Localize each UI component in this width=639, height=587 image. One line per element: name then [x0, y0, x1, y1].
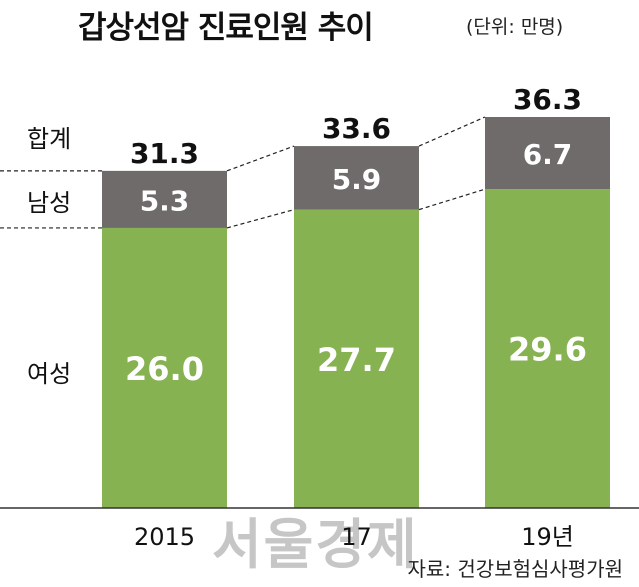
label-total-0: 31.3	[130, 137, 199, 170]
dash-connector-female-1	[418, 188, 486, 211]
x-tick-label-1: 17	[341, 523, 372, 551]
watermark: 서울경제	[212, 513, 419, 576]
label-female-0: 26.0	[125, 350, 204, 388]
label-male-0: 5.3	[140, 184, 190, 217]
x-tick-label-2: 19년	[521, 523, 574, 551]
source-note: 자료: 건강보험심사평가원	[407, 557, 624, 581]
bar-male-1	[294, 146, 419, 210]
bar-male-0	[102, 170, 227, 228]
label-female-2: 29.6	[508, 331, 587, 369]
label-male-2: 6.7	[523, 138, 573, 171]
row-label-male: 남성	[27, 189, 72, 217]
bar-female-2	[485, 189, 610, 509]
chart-title: 갑상선암 진료인원 추이	[78, 10, 374, 46]
x-tick-label-0: 2015	[134, 523, 195, 551]
dash-connector-total-1	[418, 116, 486, 147]
bar-female-1	[294, 209, 419, 508]
label-male-1: 5.9	[332, 163, 382, 196]
label-female-1: 27.7	[317, 341, 396, 379]
label-total-2: 36.3	[513, 83, 582, 116]
bar-male-2	[485, 117, 610, 190]
row-label-female: 여성	[27, 360, 72, 388]
label-total-1: 33.6	[322, 112, 391, 145]
row-label-total: 합계	[27, 125, 72, 153]
dash-connector-total-0	[226, 145, 295, 172]
unit-label: (단위: 만명)	[466, 16, 564, 38]
bar-female-0	[102, 227, 227, 509]
dash-connector-female-0	[226, 209, 295, 229]
